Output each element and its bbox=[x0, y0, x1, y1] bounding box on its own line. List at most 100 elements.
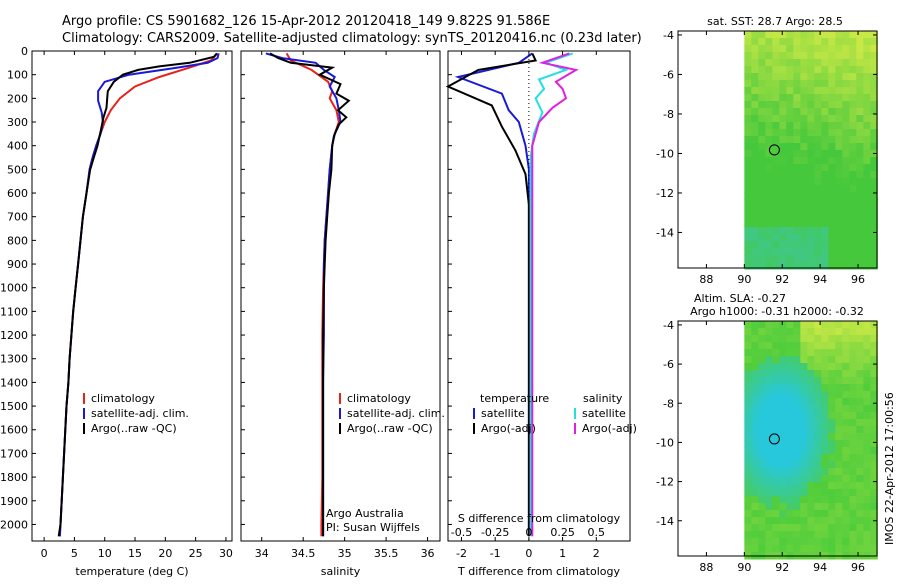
heatmap-cell bbox=[828, 391, 836, 399]
heatmap-cell bbox=[828, 199, 836, 207]
heatmap-cell bbox=[807, 517, 815, 525]
heatmap-cell bbox=[828, 157, 836, 165]
heatmap-cell bbox=[842, 419, 850, 427]
heatmap-cell bbox=[744, 206, 752, 214]
heatmap-cell bbox=[870, 510, 878, 518]
heatmap-cell bbox=[765, 150, 773, 158]
salinity-panel: 34 34.5 35 35.5 36 salinity climatology satelli… bbox=[240, 50, 445, 578]
heatmap-cell bbox=[870, 178, 878, 186]
heatmap-cell bbox=[786, 45, 794, 53]
heatmap-cell bbox=[856, 262, 864, 270]
heatmap-cell bbox=[751, 545, 759, 553]
heatmap-cell bbox=[821, 227, 829, 235]
heatmap-cell bbox=[772, 80, 780, 88]
y-tick-label: 400 bbox=[7, 140, 28, 153]
heatmap-cell bbox=[863, 377, 871, 385]
heatmap-cell bbox=[751, 370, 759, 378]
heatmap-cell bbox=[870, 234, 878, 242]
y-tick-label: 500 bbox=[7, 163, 28, 176]
y-tick-label: -14 bbox=[656, 226, 674, 239]
heatmap-cell bbox=[828, 335, 836, 343]
heatmap-cell bbox=[870, 171, 878, 179]
heatmap-cell bbox=[772, 143, 780, 151]
heatmap-cell bbox=[800, 206, 808, 214]
heatmap-cell bbox=[793, 384, 801, 392]
heatmap-cell bbox=[793, 524, 801, 532]
series-line-2 bbox=[58, 53, 220, 537]
heatmap-cell bbox=[772, 115, 780, 123]
y-tick-label: 1600 bbox=[0, 424, 28, 437]
heatmap-cell bbox=[821, 475, 829, 483]
heatmap-cell bbox=[849, 503, 857, 511]
heatmap-cell bbox=[765, 122, 773, 130]
heatmap-cell bbox=[863, 262, 871, 270]
heatmap-cell bbox=[849, 101, 857, 109]
heatmap-cell bbox=[765, 115, 773, 123]
heatmap-cell bbox=[744, 248, 752, 256]
heatmap-cell bbox=[793, 356, 801, 364]
heatmap-cell bbox=[842, 440, 850, 448]
heatmap-cell bbox=[793, 426, 801, 434]
heatmap-cell bbox=[814, 150, 822, 158]
heatmap-cell bbox=[751, 398, 759, 406]
heatmap-cell bbox=[835, 157, 843, 165]
y-tick-label: -8 bbox=[663, 108, 674, 121]
heatmap-cell bbox=[800, 426, 808, 434]
heatmap-cell bbox=[800, 391, 808, 399]
heatmap-cell bbox=[828, 426, 836, 434]
heatmap-cell bbox=[786, 255, 794, 263]
heatmap-cell bbox=[807, 531, 815, 539]
heatmap-cell bbox=[821, 426, 829, 434]
heatmap-cell bbox=[856, 342, 864, 350]
heatmap-cell bbox=[779, 496, 787, 504]
heatmap-cell bbox=[765, 482, 773, 490]
heatmap-cell bbox=[786, 262, 794, 270]
s-tick-label: -0.25 bbox=[481, 526, 509, 539]
y-tick-label: 2000 bbox=[0, 518, 28, 531]
heatmap-cell bbox=[807, 59, 815, 67]
heatmap-cell bbox=[786, 87, 794, 95]
heatmap-cell bbox=[842, 45, 850, 53]
heatmap-cell bbox=[758, 370, 766, 378]
heatmap-cell bbox=[870, 73, 878, 81]
heatmap-cell bbox=[835, 356, 843, 364]
x-tick-label: 36 bbox=[421, 547, 435, 560]
y-tick-label: 1100 bbox=[0, 305, 28, 318]
heatmap-cell bbox=[744, 503, 752, 511]
heatmap-cell bbox=[786, 545, 794, 553]
heatmap-cell bbox=[870, 59, 878, 67]
y-tick-label: 800 bbox=[7, 234, 28, 247]
heatmap-cell bbox=[793, 234, 801, 242]
heatmap-cell bbox=[870, 454, 878, 462]
heatmap-cell bbox=[821, 87, 829, 95]
figure-title-line2: Climatology: CARS2009. Satellite-adjuste… bbox=[62, 31, 642, 46]
y-tick-label: -10 bbox=[656, 436, 674, 449]
heatmap-cell bbox=[814, 363, 822, 371]
heatmap-cell bbox=[751, 419, 759, 427]
heatmap-cell bbox=[807, 101, 815, 109]
heatmap-cell bbox=[821, 538, 829, 546]
heatmap-cell bbox=[849, 412, 857, 420]
heatmap-cell bbox=[870, 328, 878, 336]
heatmap-cell bbox=[758, 531, 766, 539]
heatmap-cell bbox=[814, 398, 822, 406]
heatmap-cell bbox=[779, 87, 787, 95]
heatmap-cell bbox=[828, 227, 836, 235]
heatmap-cell bbox=[870, 80, 878, 88]
y-tick-label: 1400 bbox=[0, 376, 28, 389]
heatmap-cell bbox=[793, 185, 801, 193]
heatmap-cell bbox=[849, 227, 857, 235]
heatmap-cell bbox=[835, 496, 843, 504]
heatmap-cell bbox=[786, 335, 794, 343]
heatmap-cell bbox=[807, 510, 815, 518]
y-tick-label: 200 bbox=[7, 92, 28, 105]
heatmap-cell bbox=[793, 192, 801, 200]
heatmap-cell bbox=[849, 384, 857, 392]
heatmap-cell bbox=[786, 94, 794, 102]
heatmap-cell bbox=[835, 262, 843, 270]
heatmap-cell bbox=[744, 496, 752, 504]
heatmap-cell bbox=[758, 405, 766, 413]
heatmap-cell bbox=[870, 143, 878, 151]
heatmap-cell bbox=[800, 370, 808, 378]
heatmap-cell bbox=[786, 447, 794, 455]
